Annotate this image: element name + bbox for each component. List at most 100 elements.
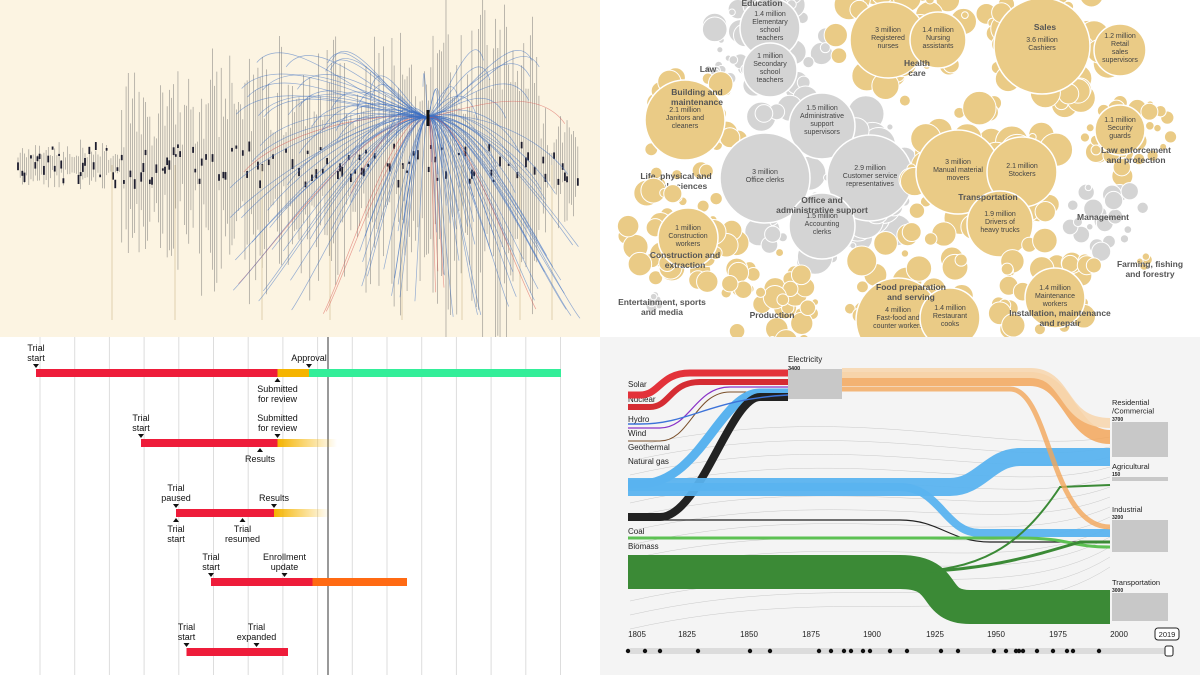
event-marker bbox=[173, 518, 179, 522]
filler-bubble bbox=[830, 47, 848, 64]
connection-curve bbox=[271, 116, 429, 250]
filler-bubble bbox=[790, 264, 812, 286]
flow-petroleum-ind bbox=[899, 540, 1110, 574]
filler-bubble bbox=[1140, 102, 1159, 121]
flow-solar bbox=[628, 369, 788, 399]
occupation-bubble bbox=[1093, 23, 1147, 77]
filler-bubble bbox=[764, 225, 782, 243]
event-dot bbox=[860, 648, 866, 654]
filler-bubble bbox=[627, 251, 653, 277]
strip-mark bbox=[144, 149, 147, 156]
strip-mark bbox=[77, 174, 80, 184]
year-tick: 1875 bbox=[802, 630, 820, 639]
filler-bubble bbox=[799, 299, 817, 317]
filler-bubble bbox=[905, 255, 933, 282]
filler-bubble bbox=[1159, 142, 1168, 151]
bubble-group bbox=[1061, 182, 1149, 262]
strip-mark bbox=[561, 163, 564, 170]
sink-value: 3000 bbox=[1112, 588, 1123, 594]
filler-bubble bbox=[769, 335, 776, 337]
event-dot bbox=[1034, 648, 1040, 654]
bubble-group: 4 million Fast-food and counter workers 1.4… bbox=[844, 222, 981, 337]
connection-curve bbox=[258, 95, 429, 119]
filler-bubble bbox=[1000, 262, 1014, 276]
occupation-bubble bbox=[657, 207, 719, 269]
strip-mark bbox=[576, 178, 579, 186]
filler-bubble bbox=[1136, 257, 1144, 266]
filler-bubble bbox=[802, 55, 815, 69]
occupation-label: 1.2 million Retail sales supervisors bbox=[1102, 33, 1138, 64]
energy-sankey-panel: Solar Nuclear Hydro Wind Geothermal Natural g… bbox=[600, 337, 1200, 675]
bubble-group: 1 million Construction workers bbox=[616, 177, 750, 293]
filler-bubble bbox=[1084, 183, 1093, 192]
strip-mark bbox=[553, 152, 555, 159]
filler-bubble bbox=[823, 22, 848, 48]
connection-curve bbox=[427, 100, 566, 124]
strip-mark bbox=[458, 152, 460, 156]
group-label: Farming, fishing and forestry bbox=[1117, 259, 1183, 279]
event-dot bbox=[1016, 648, 1022, 654]
filler-bubble bbox=[721, 275, 739, 293]
event-marker bbox=[274, 378, 281, 382]
filler-bubble bbox=[846, 245, 878, 277]
timeline-segment bbox=[274, 509, 330, 517]
strip-plot-panel bbox=[0, 0, 600, 337]
filler-bubble bbox=[1153, 123, 1162, 133]
strip-mark bbox=[388, 163, 391, 172]
connection-curve bbox=[427, 117, 482, 315]
occupation-label: 2.1 million Stockers bbox=[1006, 163, 1038, 178]
year-tick: 2000 bbox=[1110, 630, 1128, 639]
occupation-bubble-panel: 1.4 million Elementary school teachers 1 mil… bbox=[600, 0, 1200, 337]
strip-mark bbox=[241, 150, 244, 156]
event-dot bbox=[848, 648, 854, 654]
strip-mark bbox=[427, 166, 430, 173]
filler-bubble bbox=[704, 65, 713, 73]
strip-mark bbox=[362, 168, 365, 177]
strip-mark bbox=[43, 165, 45, 175]
connection-curve bbox=[370, 84, 429, 119]
strip-mark bbox=[507, 163, 510, 166]
strip-mark bbox=[341, 166, 344, 177]
guide-flow bbox=[629, 486, 1111, 518]
timeline-slider-track[interactable] bbox=[628, 648, 1174, 654]
connection-curve bbox=[288, 93, 429, 119]
event-label: Trial resumed bbox=[225, 524, 260, 544]
bubble-group: 3 million Registered nurses 1.4 million Nurs… bbox=[823, 0, 977, 107]
strip-mark bbox=[224, 172, 227, 180]
filler-bubble bbox=[728, 55, 739, 65]
strip-mark bbox=[516, 172, 519, 179]
occupation-bubble bbox=[788, 92, 856, 160]
source-label: Nuclear bbox=[628, 395, 656, 404]
timeline-segment bbox=[309, 369, 561, 377]
connection-curve bbox=[370, 75, 429, 119]
filler-bubble bbox=[1145, 121, 1155, 131]
event-dot bbox=[625, 648, 631, 654]
strip-mark bbox=[166, 157, 169, 166]
source-label: Geothermal bbox=[628, 443, 670, 452]
connection-curve bbox=[241, 116, 429, 219]
filler-bubble bbox=[728, 8, 736, 17]
filler-bubble bbox=[1085, 223, 1094, 231]
timeline-segment bbox=[211, 578, 313, 586]
event-dot bbox=[887, 648, 893, 654]
occupation-bubble bbox=[644, 79, 726, 161]
strip-mark bbox=[527, 152, 530, 161]
bubble-group: 1.4 million Maintenance workers bbox=[987, 227, 1102, 337]
trial-row: Trial start Approval Submitted for review bbox=[27, 343, 561, 404]
sink-value: 150 bbox=[1112, 472, 1121, 478]
occupation-label: 2.9 million Customer service representativ… bbox=[843, 165, 898, 188]
flow-gas-industrial bbox=[628, 483, 1110, 537]
occupation-label: 1.4 million Elementary school teachers bbox=[752, 11, 788, 42]
filler-bubble bbox=[1146, 149, 1159, 162]
strip-mark bbox=[397, 179, 400, 188]
filler-bubble bbox=[1132, 152, 1146, 166]
strip-mark bbox=[499, 156, 501, 167]
source-label: Coal bbox=[628, 527, 645, 536]
year-box[interactable] bbox=[1154, 627, 1180, 641]
connection-curve bbox=[241, 73, 429, 119]
slider-handle[interactable] bbox=[1164, 645, 1174, 657]
strip-mark bbox=[319, 147, 322, 151]
group-label: Construction and extraction bbox=[650, 250, 720, 270]
event-dot bbox=[657, 648, 663, 654]
strip-mark bbox=[298, 167, 300, 177]
